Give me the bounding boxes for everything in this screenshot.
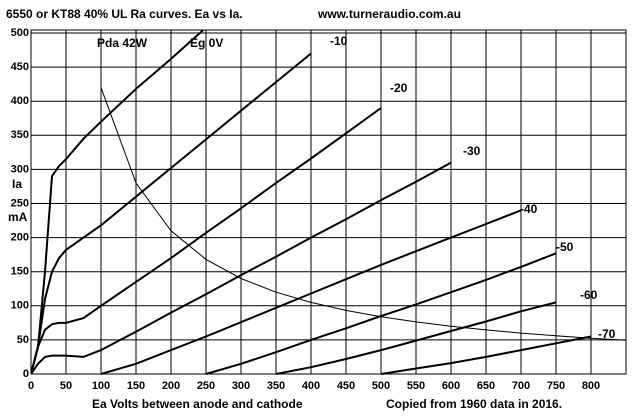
x-tick-label: 50 <box>60 380 72 392</box>
x-tick-label: 400 <box>302 380 320 392</box>
x-tick-label: 700 <box>512 380 530 392</box>
x-tick-label: 0 <box>28 380 34 392</box>
curve-label: Pda 42W <box>97 36 148 50</box>
y-tick-label: 100 <box>11 300 29 312</box>
x-tick-label: 600 <box>442 380 460 392</box>
curve-label: -30 <box>463 144 481 158</box>
curve <box>31 52 312 375</box>
x-tick-label: 800 <box>582 380 600 392</box>
curve-label: -20 <box>390 81 408 95</box>
x-tick-label: 450 <box>337 380 355 392</box>
curve <box>100 87 626 341</box>
x-tick-label: 300 <box>232 380 250 392</box>
curve-label: -50 <box>556 240 574 254</box>
x-tick-label: 200 <box>162 380 180 392</box>
y-tick-label: 450 <box>11 61 29 73</box>
x-tick-label: 350 <box>267 380 285 392</box>
chart-subtitle: www.turneraudio.com.au <box>317 7 461 21</box>
y-tick-label: 50 <box>17 334 29 346</box>
curve <box>31 161 452 375</box>
y-tick-label: 0 <box>23 368 29 380</box>
curve-label: -60 <box>580 288 598 302</box>
curve-label: -70 <box>598 327 616 341</box>
curve <box>31 107 382 375</box>
x-tick-label: 250 <box>197 380 215 392</box>
curve <box>31 30 205 375</box>
x-tick-label: 150 <box>127 380 145 392</box>
y-tick-label: 150 <box>11 266 29 278</box>
note: Copied from 1960 data in 2016. <box>386 397 562 411</box>
curve <box>205 252 557 375</box>
curve <box>100 209 522 375</box>
curve-label: -10 <box>330 34 348 48</box>
curve <box>380 335 592 375</box>
y-tick-label: 300 <box>11 163 29 175</box>
curve-label: -40 <box>520 202 538 216</box>
y-tick-label: 250 <box>11 197 29 209</box>
y-tick-label: 200 <box>11 232 29 244</box>
chart-title: 6550 or KT88 40% UL Ra curves. Ea vs Ia. <box>6 7 243 21</box>
x-axis-label: Ea Volts between anode and cathode <box>92 397 303 411</box>
x-tick-label: 750 <box>547 380 565 392</box>
curve-label: Eg 0V <box>190 36 223 50</box>
x-tick-label: 550 <box>407 380 425 392</box>
y-axis-label: Ia <box>12 177 22 191</box>
y-tick-label: 350 <box>11 129 29 141</box>
x-tick-label: 500 <box>372 380 390 392</box>
curve <box>275 301 557 375</box>
y-axis-label: mA <box>8 210 28 224</box>
y-tick-label: 400 <box>11 95 29 107</box>
x-tick-label: 100 <box>92 380 110 392</box>
y-tick-label: 500 <box>11 27 29 39</box>
x-tick-label: 650 <box>477 380 495 392</box>
